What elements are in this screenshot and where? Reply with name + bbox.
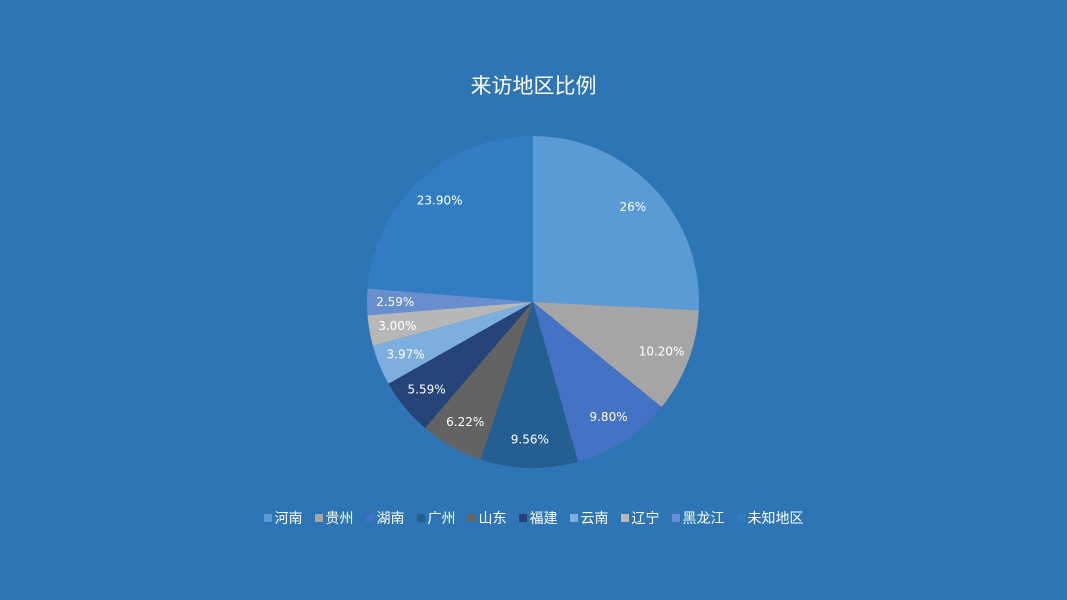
pie-slice-7	[367, 302, 533, 346]
legend-label: 云南	[580, 511, 609, 527]
legend-item: 辽宁	[620, 508, 660, 528]
legend-item: 河南	[263, 508, 303, 528]
legend-item: 未知地区	[736, 508, 804, 528]
legend-label: 河南	[274, 511, 303, 527]
data-label: 26%	[619, 200, 646, 214]
legend-swatch	[365, 514, 374, 522]
legend-label: 山东	[478, 511, 507, 527]
pie-slice-6	[372, 302, 533, 384]
data-label: 3.00%	[378, 319, 416, 333]
legend-item: 山东	[467, 508, 507, 528]
legend-label: 福建	[529, 511, 558, 527]
pie-slice-2	[533, 302, 662, 462]
legend-swatch	[467, 514, 476, 522]
legend-swatch	[569, 514, 578, 522]
legend-label: 辽宁	[631, 511, 660, 527]
data-label: 10.20%	[639, 344, 685, 358]
pie-slice-3	[480, 302, 579, 468]
chart-title: 来访地区比例	[470, 74, 597, 98]
data-label: 9.56%	[511, 433, 549, 447]
legend-label: 未知地区	[747, 511, 804, 527]
pie-slice-9	[367, 136, 533, 302]
legend-label: 黑龙江	[682, 511, 725, 527]
legend-swatch	[620, 514, 629, 522]
legend-item: 贵州	[314, 508, 354, 528]
legend-item: 黑龙江	[671, 508, 725, 528]
data-label: 5.59%	[408, 383, 446, 397]
legend-item: 云南	[569, 508, 609, 528]
legend-label: 广州	[427, 511, 456, 527]
legend-label: 湖南	[376, 511, 405, 527]
pie-slice-1	[533, 302, 699, 408]
data-label: 3.97%	[387, 347, 425, 361]
data-label: 2.59%	[376, 295, 414, 309]
legend-swatch	[416, 514, 425, 522]
data-label: 23.90%	[417, 194, 463, 208]
pie-slice-0	[533, 136, 699, 311]
legend-swatch	[263, 514, 272, 522]
legend-swatch	[314, 514, 323, 522]
legend-item: 广州	[416, 508, 456, 528]
pie-slice-4	[425, 302, 533, 460]
data-label: 6.22%	[446, 415, 484, 429]
pie-slice-8	[367, 288, 533, 316]
legend-swatch	[671, 514, 680, 522]
legend-item: 福建	[518, 508, 558, 528]
pie-slice-5	[388, 302, 533, 429]
legend-item: 湖南	[365, 508, 405, 528]
legend-swatch	[736, 514, 745, 522]
data-label: 9.80%	[589, 410, 627, 424]
legend-label: 贵州	[325, 511, 354, 527]
legend: 河南 贵州 湖南 广州 山东 福建 云南 辽宁 黑龙江 未知地区	[0, 508, 1067, 528]
legend-swatch	[518, 514, 527, 522]
